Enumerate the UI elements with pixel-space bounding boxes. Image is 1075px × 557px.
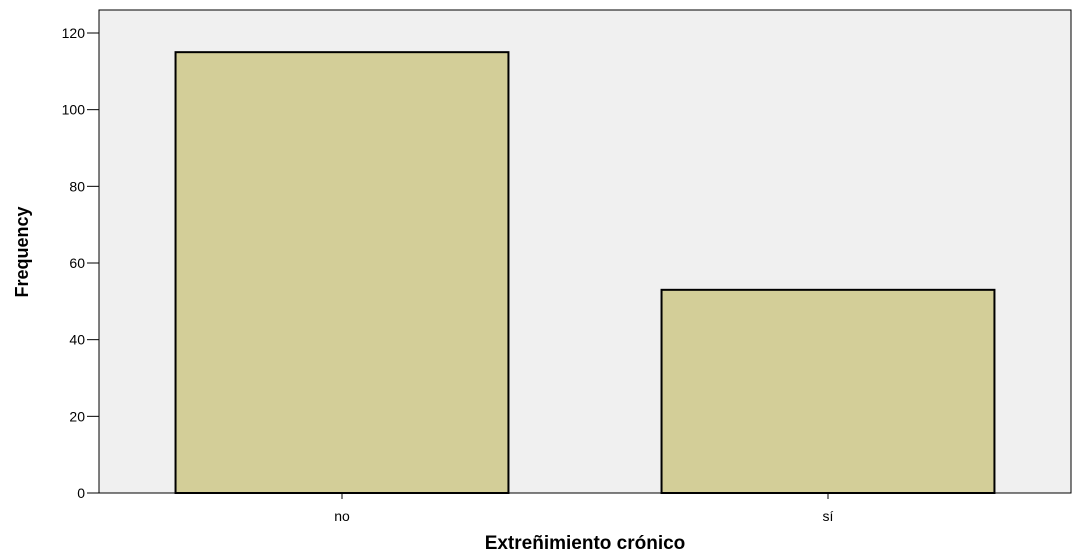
y-tick-label: 60 bbox=[69, 255, 85, 271]
y-axis-title: Frequency bbox=[12, 206, 32, 297]
x-tick-label: sí bbox=[823, 508, 834, 524]
x-axis-ticks: no sí bbox=[334, 493, 834, 524]
y-axis-ticks: 0 20 40 60 80 100 120 bbox=[62, 25, 99, 501]
bar-no bbox=[174, 51, 510, 494]
y-tick-label: 40 bbox=[69, 332, 85, 348]
bars-group bbox=[174, 51, 996, 494]
x-axis-title: Extreñimiento crónico bbox=[485, 533, 686, 554]
bar-sí bbox=[660, 288, 996, 494]
y-tick-label: 80 bbox=[69, 178, 85, 194]
y-tick-label: 20 bbox=[69, 408, 85, 424]
y-tick-label: 100 bbox=[62, 102, 86, 118]
x-tick-label: no bbox=[334, 508, 350, 524]
y-tick-label: 120 bbox=[62, 25, 86, 41]
y-tick-label: 0 bbox=[77, 485, 85, 501]
